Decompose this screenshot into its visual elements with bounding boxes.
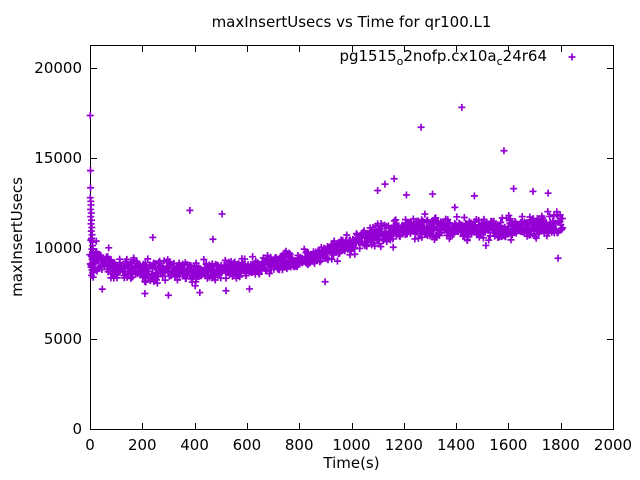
x-tick-label: 600	[232, 436, 262, 454]
legend-entry: pg1515o2nofp.cx10ac24r64	[240, 47, 547, 68]
x-tick-label: 400	[180, 436, 209, 454]
x-tick-label: 1200	[384, 436, 423, 454]
y-tick-label: 0	[72, 420, 82, 438]
x-tick-label: 1400	[437, 436, 476, 454]
x-tick-label: 800	[284, 436, 314, 454]
x-tick-label: 2000	[593, 436, 633, 454]
x-tick-label: 0	[85, 436, 95, 454]
legend-label: pg1515o2nofp.cx10ac24r64	[339, 47, 547, 68]
x-tick-label: 1800	[541, 436, 580, 454]
y-tick-label: 10000	[34, 239, 82, 258]
x-axis-label: Time(s)	[323, 454, 380, 472]
y-axis-label: maxInsertUsecs	[8, 177, 26, 297]
x-tick-label: 1600	[489, 436, 528, 454]
x-tick-label: 200	[127, 436, 157, 454]
y-tick-label: 5000	[43, 329, 82, 348]
x-tick-label: 1000	[332, 436, 371, 454]
y-tick-label: 15000	[34, 148, 82, 167]
y-tick-label: 20000	[34, 58, 82, 77]
chart-title: maxInsertUsecs vs Time for qr100.L1	[211, 13, 492, 31]
